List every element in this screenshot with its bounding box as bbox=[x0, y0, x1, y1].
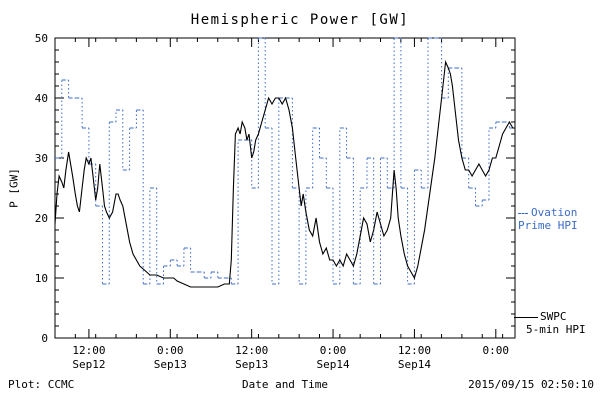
plot-credit: Plot: CCMC bbox=[8, 378, 75, 391]
svg-text:30: 30 bbox=[35, 152, 48, 165]
svg-text:0: 0 bbox=[41, 332, 48, 345]
svg-text:Sep12: Sep12 bbox=[72, 358, 105, 371]
plot-timestamp: 2015/09/15 02:50:10 bbox=[468, 378, 594, 391]
x-axis-label: Date and Time bbox=[241, 378, 329, 391]
svg-text:0:00: 0:00 bbox=[483, 344, 510, 357]
svg-text:40: 40 bbox=[35, 92, 48, 105]
legend-ovation: Ovation Prime HPI bbox=[518, 206, 578, 232]
swpc-line-sample-icon bbox=[514, 316, 538, 318]
svg-text:10: 10 bbox=[35, 272, 48, 285]
legend-swpc: SWPC 5-min HPI bbox=[514, 310, 586, 336]
svg-text:0:00: 0:00 bbox=[320, 344, 347, 357]
chart-title: Hemispheric Power [GW] bbox=[190, 12, 410, 28]
svg-text:Sep14: Sep14 bbox=[316, 358, 349, 371]
legend-swpc-name: SWPC bbox=[540, 310, 567, 323]
svg-text:0:00: 0:00 bbox=[157, 344, 184, 357]
svg-text:12:00: 12:00 bbox=[72, 344, 105, 357]
legend-swpc-name-2: 5-min HPI bbox=[526, 323, 586, 336]
svg-text:Sep14: Sep14 bbox=[398, 358, 431, 371]
legend-ovation-name-2: Prime HPI bbox=[518, 219, 578, 232]
svg-text:Sep13: Sep13 bbox=[235, 358, 268, 371]
svg-text:12:00: 12:00 bbox=[235, 344, 268, 357]
legend-ovation-name: Ovation bbox=[531, 206, 578, 219]
svg-text:12:00: 12:00 bbox=[398, 344, 431, 357]
svg-text:50: 50 bbox=[35, 32, 48, 45]
svg-text:20: 20 bbox=[35, 212, 48, 225]
svg-text:Sep13: Sep13 bbox=[154, 358, 187, 371]
ovation-line-sample-icon bbox=[518, 212, 528, 214]
